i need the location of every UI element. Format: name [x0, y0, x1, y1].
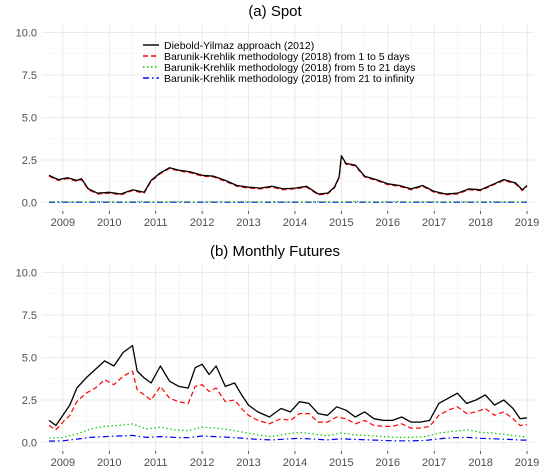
x-tick-label: 2010 — [97, 457, 121, 469]
y-tick-label: 7.5 — [22, 310, 37, 322]
series-spot — [48, 155, 528, 203]
x-tick-label: 2017 — [422, 457, 446, 469]
grid-monthly-futures — [42, 264, 534, 451]
panel-title-monthly-futures: (b) Monthly Futures — [210, 243, 340, 260]
x-ticks-spot: 2009 2010 2011 2012 2013 2014 2015 2016 2017 2018… — [51, 211, 539, 229]
y-tick-label: 5.0 — [22, 353, 37, 365]
series-line-bk-5-21-days — [48, 423, 527, 439]
x-tick-label: 2015 — [329, 217, 353, 229]
legend-label-3: Barunik-Krehlik methodology (2018) from … — [164, 73, 415, 85]
x-tick-label: 2015 — [329, 457, 353, 469]
x-ticks-monthly-futures: 2009 2010 2011 2012 2013 2014 2015 2016 2017 2018… — [51, 451, 539, 469]
panel-spot: (a) Spot 0.02.55.07.510.0 2009 2010 2011 20… — [16, 3, 540, 229]
x-tick-label: 2009 — [51, 217, 75, 229]
x-tick-label: 2014 — [283, 457, 307, 469]
legend: Diebold-Yilmaz approach (2012)Barunik-Kr… — [143, 40, 416, 85]
series-line-diebold-yilmaz — [48, 344, 528, 427]
y-tick-label: 10.0 — [16, 28, 37, 40]
x-tick-label: 2011 — [144, 217, 168, 229]
x-tick-label: 2016 — [376, 457, 400, 469]
legend-label-2: Barunik-Krehlik methodology (2018) from … — [164, 62, 416, 74]
legend-label-1: Barunik-Krehlik methodology (2018) from … — [164, 51, 410, 63]
y-tick-label: 7.5 — [22, 70, 37, 82]
x-tick-label: 2019 — [515, 457, 539, 469]
x-tick-label: 2012 — [190, 217, 214, 229]
y-ticks-spot: 0.0 2.5 5.0 7.5 10.0 — [16, 28, 37, 210]
panel-monthly-futures: (b) Monthly Futures 0.0 2.5 5.0 7.5 10.0 200… — [16, 243, 540, 469]
x-tick-label: 2016 — [376, 217, 400, 229]
panel-title-spot: (a) Spot — [248, 3, 302, 20]
x-tick-label: 2019 — [515, 217, 539, 229]
y-tick-label: 0.0 — [22, 438, 37, 450]
y-tick-label: 2.5 — [22, 395, 37, 407]
x-tick-label: 2010 — [97, 217, 121, 229]
x-tick-label: 2018 — [468, 217, 492, 229]
legend-label-0: Diebold-Yilmaz approach (2012) — [164, 40, 314, 52]
x-tick-label: 2011 — [144, 457, 168, 469]
series-line-bk-21-infinity — [48, 434, 527, 442]
y-tick-label: 0.0 — [22, 198, 37, 210]
y-ticks-monthly-futures: 0.0 2.5 5.0 7.5 10.0 — [16, 268, 37, 450]
x-tick-label: 2013 — [236, 217, 260, 229]
x-tick-label: 2009 — [51, 457, 75, 469]
series-line-bk-1-5-days — [48, 156, 528, 196]
y-tick-label: 10.0 — [16, 268, 37, 280]
series-monthly-futures — [48, 344, 528, 442]
x-tick-label: 2017 — [422, 217, 446, 229]
x-tick-label: 2018 — [468, 457, 492, 469]
series-line-bk-1-5-days — [48, 370, 528, 431]
series-line-diebold-yilmaz — [48, 155, 528, 195]
x-tick-label: 2014 — [283, 217, 307, 229]
x-tick-label: 2013 — [236, 457, 260, 469]
y-tick-label: 2.5 — [22, 155, 37, 167]
x-tick-label: 2012 — [190, 457, 214, 469]
y-tick-label: 5.0 — [22, 113, 37, 125]
